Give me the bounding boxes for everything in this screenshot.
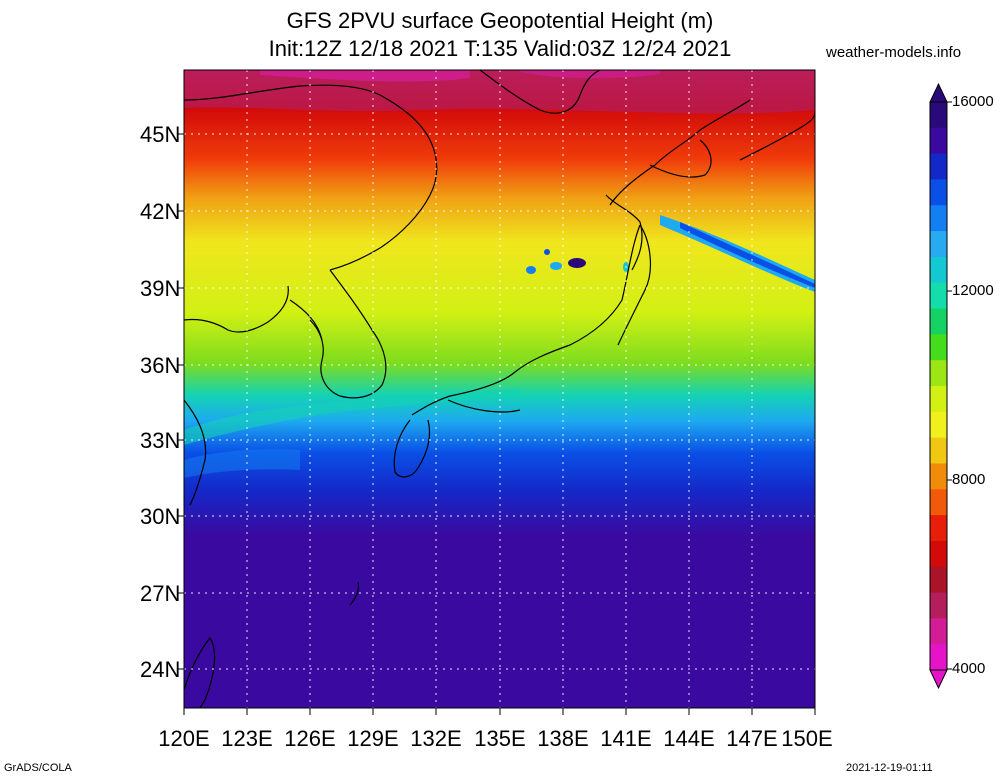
height-field xyxy=(184,70,815,708)
colorbar-segment xyxy=(930,205,947,232)
colorbar-segment xyxy=(930,127,947,155)
colorbar-segment xyxy=(930,308,947,335)
lon-label-135e: 135E xyxy=(474,726,526,751)
colorbar-label-8000: 8000 xyxy=(952,471,986,488)
colorbar xyxy=(929,82,952,690)
colorbar-segment xyxy=(930,411,947,439)
coastlines xyxy=(184,70,815,708)
colorbar-segment xyxy=(930,489,947,516)
colorbar-frame xyxy=(929,101,948,671)
lon-label-138e: 138E xyxy=(537,726,589,751)
lat-label-36n: 36N xyxy=(140,353,181,378)
lat-label-39n: 39N xyxy=(140,276,181,301)
lon-gridlines xyxy=(246,70,753,708)
lat-label-45n: 45N xyxy=(140,122,181,147)
colorbar-segment xyxy=(930,256,947,284)
source-site: weather-models.info xyxy=(826,44,962,61)
colorbar-segment xyxy=(930,566,947,594)
lon-label-144e: 144E xyxy=(663,726,715,751)
chart-subtitle: Init:12Z 12/18 2021 T:135 Valid:03Z 12/2… xyxy=(268,36,732,61)
colorbar-segment xyxy=(930,437,947,464)
lon-label-129e: 129E xyxy=(347,726,399,751)
lat-label-42n: 42N xyxy=(140,199,181,224)
colorbar-segment xyxy=(930,334,947,361)
lat-label-33n: 33N xyxy=(140,428,181,453)
lon-label-126e: 126E xyxy=(284,726,336,751)
colorbar-segment xyxy=(930,618,947,645)
lat-label-24n: 24N xyxy=(140,657,181,682)
footer-timestamp: 2021-12-19-01:11 xyxy=(846,762,933,774)
lon-label-147e: 147E xyxy=(726,726,778,751)
colorbar-max-arrow xyxy=(929,82,948,103)
lon-label-120e: 120E xyxy=(158,726,210,751)
colorbar-segment xyxy=(930,360,947,387)
colorbar-segment xyxy=(930,644,947,671)
colorbar-segment xyxy=(930,515,947,542)
colorbar-min-arrow xyxy=(929,669,948,690)
colorbar-label-12000: 12000 xyxy=(952,282,994,299)
colorbar-segment xyxy=(930,282,947,310)
chart-title: GFS 2PVU surface Geopotential Height (m) xyxy=(286,8,714,33)
colorbar-label-4000: 4000 xyxy=(952,660,986,677)
colorbar-segment xyxy=(930,463,947,490)
colorbar-label-16000: 16000 xyxy=(952,93,994,110)
lon-label-132e: 132E xyxy=(410,726,462,751)
footer-software: GrADS/COLA xyxy=(4,762,72,774)
colorbar-segment xyxy=(930,540,947,568)
lon-label-141e: 141E xyxy=(600,726,652,751)
lat-label-30n: 30N xyxy=(140,504,181,529)
lat-label-27n: 27N xyxy=(140,581,181,606)
lon-label-123e: 123E xyxy=(221,726,273,751)
colorbar-segment xyxy=(930,153,947,180)
colorbar-segment xyxy=(930,102,947,129)
lon-ticks xyxy=(183,708,816,715)
colorbar-segment xyxy=(930,179,947,206)
lon-label-150e: 150E xyxy=(781,726,833,751)
colorbar-segment xyxy=(930,386,947,413)
lat-ticks xyxy=(177,133,184,670)
colorbar-segment xyxy=(930,592,947,619)
colorbar-segment xyxy=(930,231,947,258)
